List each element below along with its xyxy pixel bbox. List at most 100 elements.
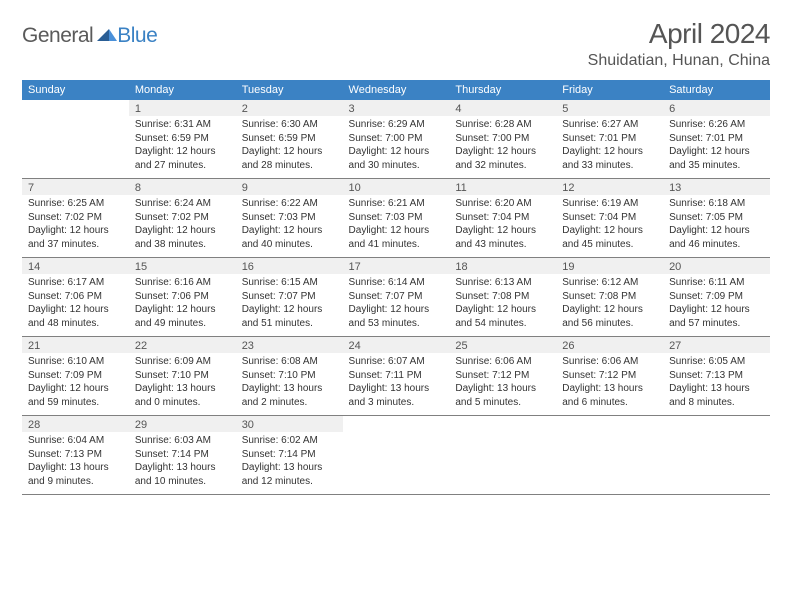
daylight-line: Daylight: 12 hours and 59 minutes. [28,382,123,409]
day-info-cell: Sunrise: 6:28 AMSunset: 7:00 PMDaylight:… [449,116,556,179]
weekday-header-cell: Tuesday [236,80,343,100]
sunrise-line: Sunrise: 6:27 AM [562,118,657,132]
day-info-cell [663,432,770,495]
day-info-cell: Sunrise: 6:21 AMSunset: 7:03 PMDaylight:… [343,195,450,258]
daylight-line: Daylight: 12 hours and 46 minutes. [669,224,764,251]
sunset-line: Sunset: 7:12 PM [455,369,550,383]
weekday-header-cell: Friday [556,80,663,100]
day-info-cell: Sunrise: 6:02 AMSunset: 7:14 PMDaylight:… [236,432,343,495]
logo-mark-icon [97,27,117,46]
day-number-row: 21222324252627 [22,337,770,354]
day-info-cell: Sunrise: 6:24 AMSunset: 7:02 PMDaylight:… [129,195,236,258]
day-info-cell: Sunrise: 6:12 AMSunset: 7:08 PMDaylight:… [556,274,663,337]
sunrise-line: Sunrise: 6:05 AM [669,355,764,369]
day-number-cell: 29 [129,416,236,433]
day-number-cell: 1 [129,100,236,116]
sunset-line: Sunset: 7:13 PM [28,448,123,462]
day-number-cell: 19 [556,258,663,275]
day-info-cell: Sunrise: 6:20 AMSunset: 7:04 PMDaylight:… [449,195,556,258]
day-number-cell: 6 [663,100,770,116]
weekday-header-cell: Wednesday [343,80,450,100]
sunrise-line: Sunrise: 6:02 AM [242,434,337,448]
daylight-line: Daylight: 12 hours and 53 minutes. [349,303,444,330]
day-info-cell: Sunrise: 6:08 AMSunset: 7:10 PMDaylight:… [236,353,343,416]
sunrise-line: Sunrise: 6:12 AM [562,276,657,290]
daylight-line: Daylight: 12 hours and 40 minutes. [242,224,337,251]
sunrise-line: Sunrise: 6:16 AM [135,276,230,290]
sunset-line: Sunset: 7:10 PM [242,369,337,383]
sunrise-line: Sunrise: 6:04 AM [28,434,123,448]
day-number-cell [343,416,450,433]
day-number-cell: 23 [236,337,343,354]
daylight-line: Daylight: 13 hours and 3 minutes. [349,382,444,409]
sunrise-line: Sunrise: 6:29 AM [349,118,444,132]
weekday-header-row: SundayMondayTuesdayWednesdayThursdayFrid… [22,80,770,100]
sunrise-line: Sunrise: 6:19 AM [562,197,657,211]
sunrise-line: Sunrise: 6:17 AM [28,276,123,290]
daylight-line: Daylight: 13 hours and 9 minutes. [28,461,123,488]
sunset-line: Sunset: 7:09 PM [669,290,764,304]
day-info-cell: Sunrise: 6:19 AMSunset: 7:04 PMDaylight:… [556,195,663,258]
day-number-cell [449,416,556,433]
day-number-cell: 3 [343,100,450,116]
daylight-line: Daylight: 12 hours and 32 minutes. [455,145,550,172]
day-number-row: 78910111213 [22,179,770,196]
day-number-cell: 2 [236,100,343,116]
day-number-cell: 18 [449,258,556,275]
day-number-cell: 20 [663,258,770,275]
sunrise-line: Sunrise: 6:03 AM [135,434,230,448]
day-info-cell: Sunrise: 6:03 AMSunset: 7:14 PMDaylight:… [129,432,236,495]
daylight-line: Daylight: 12 hours and 38 minutes. [135,224,230,251]
daylight-line: Daylight: 13 hours and 6 minutes. [562,382,657,409]
logo-text-general: General [22,24,93,48]
daylight-line: Daylight: 12 hours and 43 minutes. [455,224,550,251]
sunset-line: Sunset: 7:04 PM [562,211,657,225]
day-info-cell [343,432,450,495]
day-number-cell: 21 [22,337,129,354]
day-number-cell: 13 [663,179,770,196]
day-number-cell: 15 [129,258,236,275]
day-number-cell: 25 [449,337,556,354]
day-number-cell: 9 [236,179,343,196]
day-number-cell: 7 [22,179,129,196]
daylight-line: Daylight: 12 hours and 45 minutes. [562,224,657,251]
daylight-line: Daylight: 12 hours and 41 minutes. [349,224,444,251]
day-info-cell: Sunrise: 6:06 AMSunset: 7:12 PMDaylight:… [556,353,663,416]
sunset-line: Sunset: 7:11 PM [349,369,444,383]
day-number-cell: 24 [343,337,450,354]
sunrise-line: Sunrise: 6:24 AM [135,197,230,211]
day-info-cell: Sunrise: 6:06 AMSunset: 7:12 PMDaylight:… [449,353,556,416]
day-number-cell: 4 [449,100,556,116]
daylight-line: Daylight: 12 hours and 33 minutes. [562,145,657,172]
day-number-cell: 14 [22,258,129,275]
day-info-cell: Sunrise: 6:05 AMSunset: 7:13 PMDaylight:… [663,353,770,416]
sunset-line: Sunset: 7:01 PM [562,132,657,146]
sunrise-line: Sunrise: 6:15 AM [242,276,337,290]
daylight-line: Daylight: 13 hours and 5 minutes. [455,382,550,409]
sunset-line: Sunset: 7:07 PM [242,290,337,304]
logo: General Blue [22,24,157,48]
daylight-line: Daylight: 13 hours and 12 minutes. [242,461,337,488]
day-info-cell: Sunrise: 6:30 AMSunset: 6:59 PMDaylight:… [236,116,343,179]
day-number-cell: 27 [663,337,770,354]
daylight-line: Daylight: 12 hours and 27 minutes. [135,145,230,172]
sunset-line: Sunset: 6:59 PM [242,132,337,146]
sunrise-line: Sunrise: 6:26 AM [669,118,764,132]
day-info-cell: Sunrise: 6:15 AMSunset: 7:07 PMDaylight:… [236,274,343,337]
day-number-cell: 30 [236,416,343,433]
day-info-cell: Sunrise: 6:14 AMSunset: 7:07 PMDaylight:… [343,274,450,337]
daylight-line: Daylight: 12 hours and 57 minutes. [669,303,764,330]
sunrise-line: Sunrise: 6:13 AM [455,276,550,290]
sunrise-line: Sunrise: 6:25 AM [28,197,123,211]
sunset-line: Sunset: 7:06 PM [135,290,230,304]
sunrise-line: Sunrise: 6:14 AM [349,276,444,290]
sunset-line: Sunset: 7:00 PM [455,132,550,146]
sunrise-line: Sunrise: 6:07 AM [349,355,444,369]
day-info-cell: Sunrise: 6:22 AMSunset: 7:03 PMDaylight:… [236,195,343,258]
daylight-line: Daylight: 12 hours and 48 minutes. [28,303,123,330]
day-number-cell [22,100,129,116]
daylight-line: Daylight: 12 hours and 49 minutes. [135,303,230,330]
sunset-line: Sunset: 7:04 PM [455,211,550,225]
sunrise-line: Sunrise: 6:28 AM [455,118,550,132]
sunset-line: Sunset: 7:03 PM [242,211,337,225]
